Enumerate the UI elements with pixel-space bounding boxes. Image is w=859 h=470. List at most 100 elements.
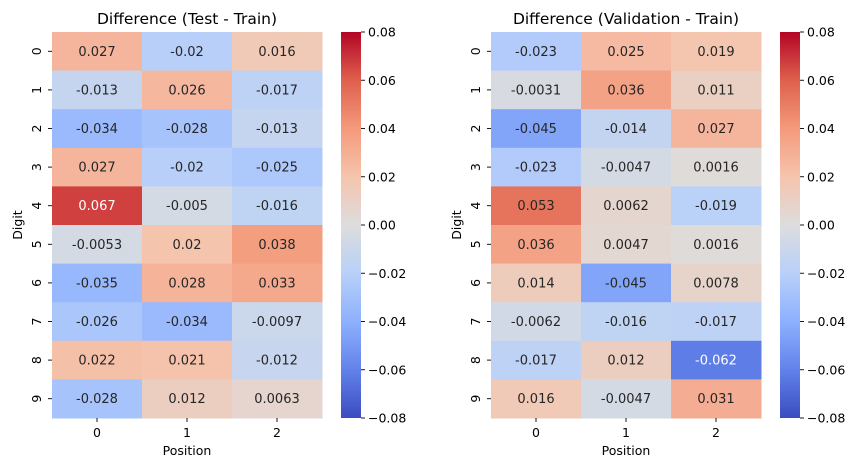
cell-annotation: 0.012 bbox=[607, 354, 644, 369]
heatmap-cell bbox=[491, 147, 582, 187]
colorbar-tick-label: −0.04 bbox=[368, 314, 406, 329]
heatmap-cell bbox=[671, 109, 762, 149]
y-tick-label: 8 bbox=[468, 356, 483, 364]
y-tick-label: 2 bbox=[468, 125, 483, 133]
x-tick-label: 0 bbox=[532, 425, 540, 440]
heatmap-cell bbox=[52, 147, 143, 187]
cell-annotation: -0.034 bbox=[76, 122, 118, 137]
y-tick-label: 4 bbox=[468, 202, 483, 210]
cell-annotation: 0.02 bbox=[173, 238, 202, 253]
heatmap-cell bbox=[491, 70, 582, 110]
y-tick-label: 7 bbox=[468, 318, 483, 326]
heatmap-cell bbox=[491, 186, 582, 226]
heatmap-cell bbox=[671, 302, 762, 342]
cell-annotation: -0.016 bbox=[256, 199, 298, 214]
heatmap-cell bbox=[581, 340, 672, 380]
cell-annotation: -0.019 bbox=[695, 199, 737, 214]
x-tick-label: 0 bbox=[93, 425, 101, 440]
cell-annotation: 0.027 bbox=[78, 45, 115, 60]
colorbar-tick-label: 0.04 bbox=[807, 121, 835, 136]
heatmap-cell bbox=[491, 302, 582, 342]
heatmap-cell bbox=[142, 186, 233, 226]
colorbar-tick-label: 0.02 bbox=[368, 169, 396, 184]
y-tick-label: 2 bbox=[29, 125, 44, 133]
cell-annotation: 0.016 bbox=[258, 45, 295, 60]
colorbar-tick-label: 0.06 bbox=[368, 73, 396, 88]
cell-annotation: -0.026 bbox=[76, 315, 118, 330]
y-tick-label: 6 bbox=[468, 279, 483, 287]
colorbar-tick-label: −0.02 bbox=[807, 266, 845, 281]
heatmap-cell bbox=[232, 302, 323, 342]
heatmap-cell bbox=[581, 302, 672, 342]
cell-annotation: 0.053 bbox=[517, 199, 554, 214]
cell-annotation: -0.062 bbox=[695, 354, 737, 369]
heatmap-cell bbox=[671, 186, 762, 226]
cell-annotation: -0.014 bbox=[605, 122, 647, 137]
y-tick-label: 1 bbox=[468, 86, 483, 94]
heatmap-cell bbox=[232, 32, 323, 72]
cell-annotation: 0.033 bbox=[258, 276, 295, 291]
x-tick-label: 2 bbox=[273, 425, 281, 440]
heatmap-cell bbox=[142, 147, 233, 187]
cell-annotation: -0.035 bbox=[76, 276, 118, 291]
cell-annotation: -0.02 bbox=[170, 45, 204, 60]
cell-annotation: -0.017 bbox=[695, 315, 737, 330]
heatmap-cell bbox=[671, 263, 762, 303]
heatmap-cell bbox=[581, 70, 672, 110]
heatmap-cell bbox=[142, 109, 233, 149]
colorbar-tick-label: −0.08 bbox=[368, 411, 406, 426]
colorbar-tick-label: 0.00 bbox=[807, 218, 835, 233]
cell-annotation: 0.027 bbox=[78, 161, 115, 176]
y-tick-label: 0 bbox=[29, 47, 44, 55]
heatmap-cell bbox=[52, 263, 143, 303]
x-tick-label: 2 bbox=[712, 425, 720, 440]
heatmap-cell bbox=[491, 340, 582, 380]
heatmap-cell bbox=[491, 263, 582, 303]
cell-annotation: -0.028 bbox=[76, 392, 118, 407]
colorbar-tick-label: 0.08 bbox=[807, 25, 835, 40]
colorbar bbox=[780, 32, 800, 418]
cell-annotation: 0.028 bbox=[168, 276, 205, 291]
cell-annotation: -0.0097 bbox=[252, 315, 302, 330]
cell-annotation: -0.017 bbox=[256, 83, 298, 98]
heatmap-cell bbox=[491, 379, 582, 419]
heatmap-cell bbox=[581, 186, 672, 226]
cell-annotation: 0.022 bbox=[78, 354, 115, 369]
cell-annotation: -0.013 bbox=[256, 122, 298, 137]
heatmap-cell bbox=[52, 70, 143, 110]
heatmap-cell bbox=[491, 109, 582, 149]
cell-annotation: 0.0063 bbox=[254, 392, 300, 407]
heatmap-cell bbox=[232, 70, 323, 110]
heatmap-cell bbox=[52, 379, 143, 419]
heatmap-cell bbox=[232, 186, 323, 226]
heatmap-cell bbox=[581, 225, 672, 265]
cell-annotation: -0.023 bbox=[515, 161, 557, 176]
heatmap-cell bbox=[491, 225, 582, 265]
cell-annotation: -0.0031 bbox=[511, 83, 561, 98]
cell-annotation: -0.0047 bbox=[601, 392, 651, 407]
y-tick-label: 1 bbox=[29, 86, 44, 94]
y-tick-label: 5 bbox=[29, 240, 44, 248]
cell-annotation: -0.0047 bbox=[601, 161, 651, 176]
y-tick-label: 0 bbox=[468, 47, 483, 55]
heatmap-cell bbox=[232, 109, 323, 149]
cell-annotation: 0.011 bbox=[697, 83, 734, 98]
x-axis-label: Position bbox=[163, 443, 212, 458]
cell-annotation: 0.016 bbox=[517, 392, 554, 407]
y-tick-label: 4 bbox=[29, 202, 44, 210]
cell-annotation: 0.021 bbox=[168, 354, 205, 369]
heatmap-cell bbox=[142, 379, 233, 419]
heatmap-cell bbox=[581, 379, 672, 419]
colorbar-tick-label: −0.04 bbox=[807, 314, 845, 329]
colorbar bbox=[341, 32, 361, 418]
cell-annotation: 0.025 bbox=[607, 45, 644, 60]
heatmap-cell bbox=[671, 225, 762, 265]
cell-annotation: -0.025 bbox=[256, 161, 298, 176]
colorbar-tick-label: 0.04 bbox=[368, 121, 396, 136]
y-axis-label: Digit bbox=[10, 210, 25, 240]
cell-annotation: -0.02 bbox=[170, 161, 204, 176]
cell-annotation: -0.034 bbox=[166, 315, 208, 330]
heatmap-cell bbox=[671, 340, 762, 380]
cell-annotation: -0.023 bbox=[515, 45, 557, 60]
